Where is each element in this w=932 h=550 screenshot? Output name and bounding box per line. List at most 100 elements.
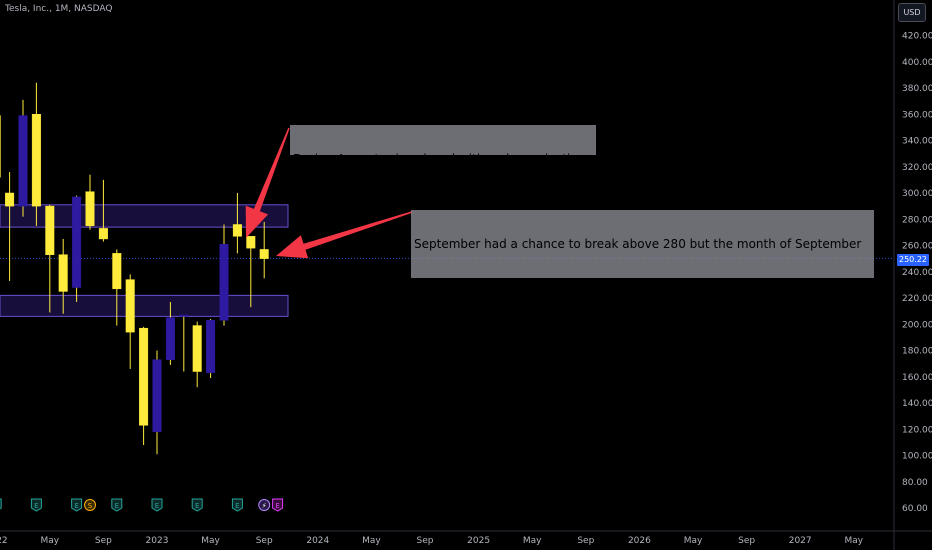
event-marker-label: E [235,502,239,510]
annotation-september-line-4: October could brink another push above [414,358,657,373]
y-tick-label: 240.00 [902,268,932,278]
symbol-title: Tesla, Inc., 1M, NASDAQ [5,4,113,14]
x-tick-label: Sep [738,536,755,546]
candle-body [139,327,149,426]
candle-2023-09 [259,221,269,279]
x-tick-label: Sep [256,536,273,546]
x-tick-label: May [201,536,220,546]
event-marker-shape [258,499,271,511]
candle-2023-05 [206,319,216,379]
candle-body [192,325,202,372]
candle-body [112,253,122,290]
candle-2022-12 [139,326,149,445]
candle-body [246,236,256,249]
event-marker-2023-07[interactable]: E [231,498,243,512]
candle-body [152,359,162,433]
x-tick-label: 2027 [789,536,812,546]
candle-2023-08 [246,236,256,308]
y-tick-label: 120.00 [902,425,932,435]
candle-body [219,243,229,321]
candle-body [45,205,55,255]
price-zone-1 [0,204,289,228]
candle-2022-02 [5,172,15,281]
candle-body [58,254,68,292]
y-tick-label: 180.00 [902,347,932,357]
candle-body [5,192,15,207]
y-tick-label: 80.00 [902,478,928,488]
event-marker-label: E [195,502,199,510]
event-marker-2022-10[interactable]: E [111,498,123,512]
current-price-badge: 250.22 [897,254,929,266]
candle-2023-01 [152,350,162,455]
event-marker-shape [191,498,203,512]
candle-2023-02 [165,301,175,365]
event-marker-2023-04[interactable]: E [191,498,203,512]
candle-2022-06 [58,238,68,314]
event-marker-2023-09[interactable]: ⚡ [258,499,271,511]
candle-body [232,224,242,237]
event-marker-shape [30,498,42,512]
x-tick-label: May [844,536,863,546]
annotation-september-line-3: ​ [414,319,871,333]
price-zone-2 [0,294,289,317]
event-marker-2023-10[interactable]: E [272,498,284,512]
event-marker-2023-01[interactable]: E [151,498,163,512]
y-tick-label: 260.00 [902,242,932,252]
x-tick-label: 2026 [628,536,651,546]
candle-2023-04 [192,321,202,388]
event-marker-2022-01[interactable]: E [0,498,2,511]
y-tick-label: 60.00 [902,504,928,514]
annotation-september[interactable]: September had a chance to break above 28… [411,210,874,413]
annotation-september-line-1: September had a chance to break above 28… [414,237,862,251]
annotation-arrows [245,127,413,259]
x-tick-label: 2025 [467,536,490,546]
event-marker-shape [151,498,163,512]
x-tick-label: May [523,536,542,546]
candle-2023-07 [232,193,242,254]
event-marker-label: E [34,502,38,510]
candle-2023-06 [219,224,229,326]
candles [0,82,269,455]
x-tick-label: Sep [577,536,594,546]
event-marker-shape [0,498,2,510]
event-marker-2022-08[interactable]: S [84,499,96,511]
event-marker-shape [111,498,123,512]
annotation-august[interactable]: During August price closed with a clear … [290,125,596,206]
event-marker-label: E [74,502,78,510]
event-marker-shape [84,499,96,511]
currency-button[interactable]: USD [898,3,926,22]
candle-2022-03 [18,99,28,217]
candle-body [98,228,108,240]
y-axis-ticks: 60.00 80.00 100.00 120.00 140.00 160.00 180.00… [902,32,932,515]
event-markers: E E E S E E E E ⚡ E [0,498,284,512]
candle-body [85,191,95,227]
candle-body [165,317,175,360]
arrow-september [276,211,413,259]
candle-2023-03 [179,314,189,372]
y-tick-label: 360.00 [902,110,932,120]
y-tick-label: 140.00 [902,399,932,409]
x-tick-label: 2024 [306,536,329,546]
x-axis-ticks: 2022 May Sep 2023 May Sep 2024 May Sep 2025 May Sep… [0,536,864,546]
event-marker-2022-07[interactable]: E [71,498,83,512]
x-tick-label: Sep [95,536,112,546]
event-marker-label: E [115,502,119,510]
candle-body [72,196,82,288]
candle-2022-10 [112,249,122,326]
candle-body [125,279,135,333]
event-marker-2022-04[interactable]: E [30,498,42,512]
candle-body [259,249,269,259]
arrow-august [245,127,290,238]
event-marker-label: E [155,502,159,510]
candle-2022-07 [72,195,82,302]
y-tick-label: 400.00 [902,58,932,68]
x-tick-label: 2022 [0,536,8,546]
candle-2022-08 [85,174,95,230]
x-tick-label: May [684,536,703,546]
event-marker-label: ⚡ [262,502,267,510]
annotation-august-line-2: of support. [293,192,363,207]
y-tick-label: 160.00 [902,373,932,383]
event-marker-shape [272,498,284,512]
y-tick-label: 300.00 [902,189,932,199]
